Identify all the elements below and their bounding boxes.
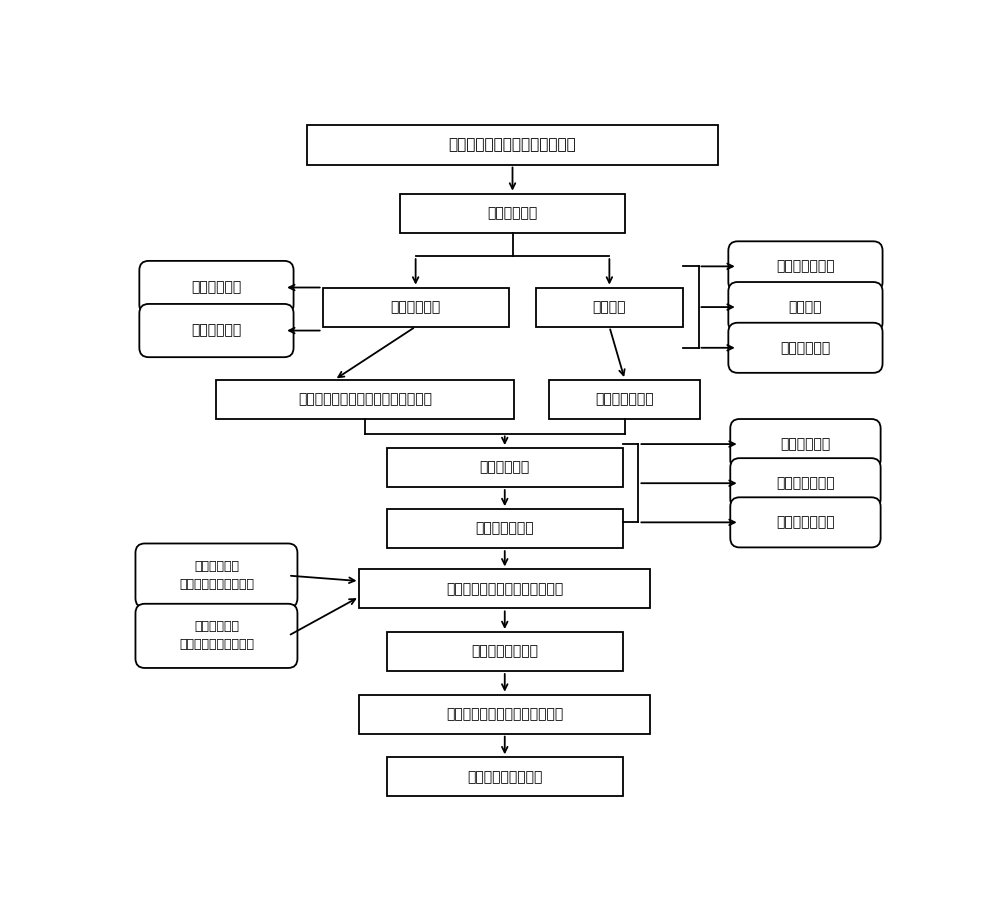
FancyBboxPatch shape: [139, 304, 294, 357]
Bar: [387, 758, 623, 796]
Text: 检查点信息提取: 检查点信息提取: [776, 515, 835, 530]
FancyBboxPatch shape: [135, 604, 297, 668]
Bar: [549, 380, 700, 419]
FancyBboxPatch shape: [730, 458, 881, 508]
FancyBboxPatch shape: [730, 498, 881, 547]
Text: 控制点信息提取: 控制点信息提取: [776, 476, 835, 490]
Text: 相机检校: 相机检校: [593, 300, 626, 314]
Bar: [359, 694, 650, 734]
Text: 位置关系检校: 位置关系检校: [191, 281, 242, 295]
Text: 定位定姿近景摄影测量装置搭建: 定位定姿近景摄影测量装置搭建: [449, 137, 576, 153]
Text: 位置关系检校: 位置关系检校: [191, 324, 242, 338]
FancyBboxPatch shape: [730, 419, 881, 469]
Text: 建立装置模型: 建立装置模型: [487, 206, 538, 221]
Text: 定姿信息输入
（外方位角元素初值）: 定姿信息输入 （外方位角元素初值）: [179, 620, 254, 651]
Bar: [400, 194, 625, 232]
Text: 外业控制点测量: 外业控制点测量: [596, 393, 654, 406]
Text: 待定点结果输出、立体模型创建: 待定点结果输出、立体模型创建: [446, 707, 563, 721]
Text: 自检校光束法平差: 自检校光束法平差: [471, 644, 538, 659]
Text: 装置模型检校: 装置模型检校: [390, 300, 441, 314]
Text: 影像信息提取: 影像信息提取: [480, 460, 530, 475]
Bar: [387, 632, 623, 671]
Text: 像片畸变校正: 像片畸变校正: [780, 340, 831, 355]
Bar: [387, 448, 623, 487]
Bar: [323, 287, 509, 327]
Bar: [359, 569, 650, 608]
FancyBboxPatch shape: [139, 261, 294, 314]
Bar: [387, 509, 623, 548]
Text: 多基线影像匹配: 多基线影像匹配: [475, 522, 534, 535]
Bar: [307, 125, 718, 165]
Text: 外方位元素、待定点坐标初值获: 外方位元素、待定点坐标初值获: [446, 582, 563, 596]
FancyBboxPatch shape: [728, 242, 883, 291]
Text: 定位信息输入
（外方位线元素初值）: 定位信息输入 （外方位线元素初值）: [179, 560, 254, 591]
FancyBboxPatch shape: [135, 544, 297, 608]
Text: 主距提取: 主距提取: [789, 300, 822, 314]
Text: 大倾角多基线近景摄影测量影像获取: 大倾角多基线近景摄影测量影像获取: [298, 393, 432, 406]
FancyBboxPatch shape: [728, 323, 883, 372]
Text: 像主点坐标提取: 像主点坐标提取: [776, 259, 835, 274]
Text: 像点信息提取: 像点信息提取: [780, 437, 831, 451]
Bar: [216, 380, 514, 419]
FancyBboxPatch shape: [728, 282, 883, 332]
Bar: [536, 287, 683, 327]
Text: 精度分析、成果检查: 精度分析、成果检查: [467, 770, 542, 784]
